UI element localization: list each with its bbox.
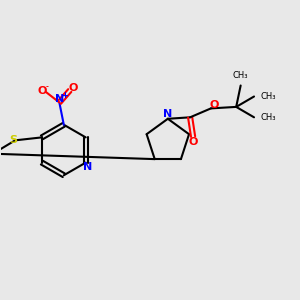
Text: N: N [163,109,172,119]
Text: O: O [38,85,47,96]
Text: O: O [69,83,78,93]
Text: CH₃: CH₃ [233,70,248,80]
Text: S: S [9,135,17,145]
Text: +: + [61,92,68,100]
Text: N: N [55,94,64,104]
Text: -: - [46,84,49,90]
Text: N: N [82,162,92,172]
Text: O: O [210,100,219,110]
Text: CH₃: CH₃ [261,92,276,101]
Text: O: O [188,137,198,147]
Text: CH₃: CH₃ [261,113,276,122]
